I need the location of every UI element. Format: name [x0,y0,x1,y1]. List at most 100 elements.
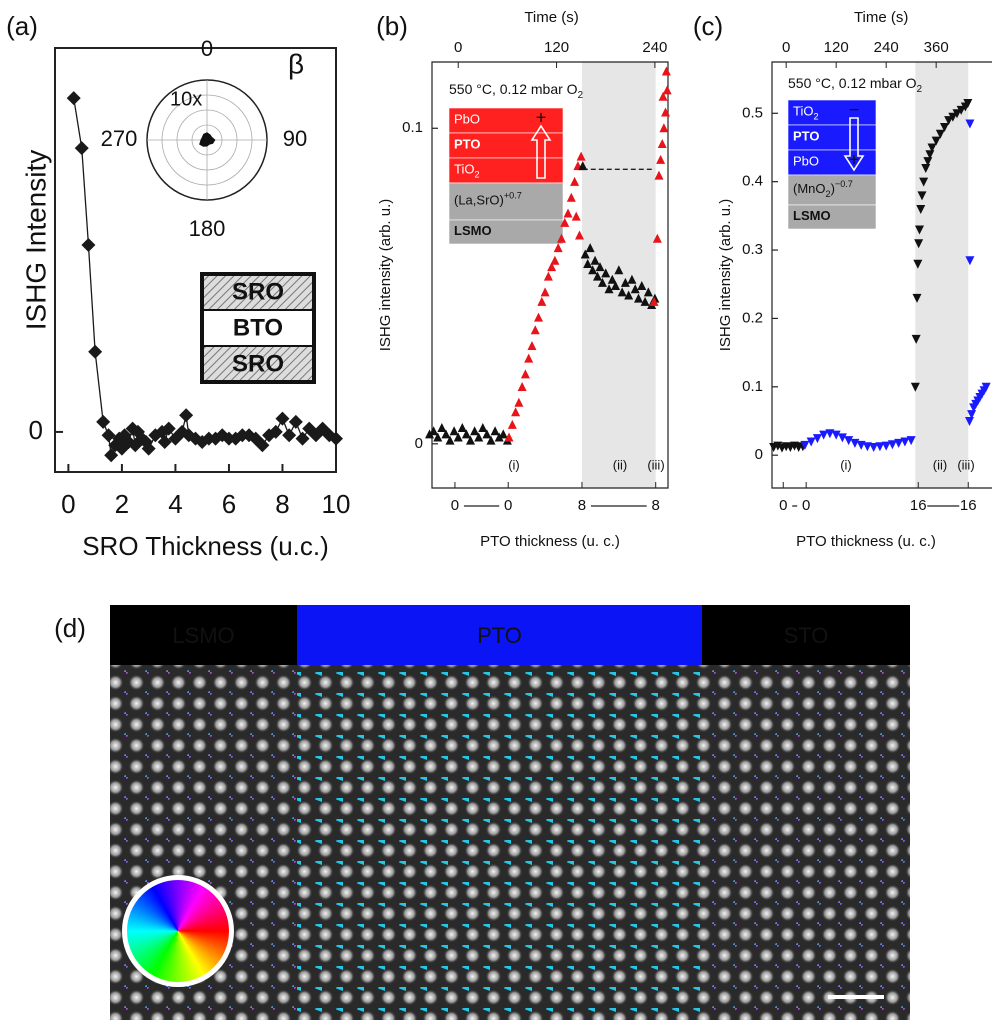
polarization-arrow [530,124,552,179]
data-point [967,410,977,420]
data-point [570,176,580,186]
data-point [547,262,557,272]
y-tick-label: 0.1 [402,119,423,136]
y-tick-label: 0 [29,415,43,445]
bottom-tick-label: 8 [578,497,586,514]
data-point [595,262,605,272]
x-axis-label: Time (s) [854,9,908,26]
x-tick-label: 4 [168,489,182,519]
polarity-sign: − [849,99,860,119]
x-tick-label: 0 [61,489,75,519]
layer-label-text: PbO [793,154,819,169]
data-point [74,141,89,156]
data-point [576,151,586,161]
plot-frame [54,47,337,473]
x-axis-label: SRO Thickness (u.c.) [82,531,329,561]
data-point [657,139,667,149]
layer-box [201,345,315,383]
layer-label: (MnO2)−0.7 [793,179,853,199]
data-point [583,258,593,268]
top-tick-label: 0 [782,39,790,56]
data-point [571,211,581,221]
data-point [157,434,172,449]
stack-border [200,272,316,384]
data-point [534,312,544,322]
region-header [702,605,910,665]
data-point [520,369,530,379]
data-point [661,66,671,76]
data-point [490,426,500,436]
layer-label: PbO [454,112,480,127]
data-point [607,274,617,284]
polarity-sign: + [536,107,547,127]
data-point [457,423,467,433]
data-point [656,154,666,164]
y-tick-label: 0 [755,446,763,463]
x-tick-label: 10 [322,489,351,519]
condition-text-sub: 2 [578,90,583,101]
data-point [981,382,991,392]
data-point [881,441,891,451]
region-label: PTO [477,623,522,648]
layer-label: PTO [793,129,820,144]
layer-box [448,182,564,221]
phase-annotation: (iii) [957,457,974,472]
data-point [931,136,941,146]
data-point [578,161,588,171]
data-point [255,438,270,453]
data-point [915,225,924,235]
x-tick-label: 8 [275,489,289,519]
top-tick-label: 240 [642,39,667,56]
data-point [511,407,521,417]
data-point [179,408,194,423]
region-header [297,605,702,665]
layer-label-post: ) [831,181,835,196]
data-point [461,429,471,439]
y-tick-label: 0.3 [742,241,763,258]
data-point [649,296,659,306]
panel-label: (d) [54,613,86,643]
data-point [906,436,916,446]
data-point [652,233,662,243]
data-point [474,432,484,442]
y-tick-label: 0 [415,435,423,452]
bottom-tick-label: 16 [910,497,927,514]
data-point [643,287,653,297]
bottom-tick-label: 8 [652,497,660,514]
data-point [588,265,598,275]
layer-label-text: PbO [454,112,480,127]
data-point [295,431,310,446]
top-tick-label: 120 [824,39,849,56]
layer-label-sub: 2 [813,112,818,122]
data-point [837,433,847,443]
plot-frame [431,61,669,489]
data-point [844,436,854,446]
polarization-arrow [843,117,865,172]
data-point [965,416,974,426]
layer-box [787,99,877,126]
data-point [597,277,607,287]
data-point [445,435,455,445]
data-point [524,353,534,363]
data-point [556,233,566,243]
data-point [81,237,96,252]
polar-angle-label: 270 [101,126,138,151]
data-point [449,426,459,436]
layer-label-text: LSMO [454,223,492,238]
thickness-axis-label: PTO thickness (u. c.) [796,533,936,550]
layer-label-text: PTO [793,129,820,144]
data-point [282,428,297,443]
phase-annotation: (i) [840,457,852,472]
layer-label: PbO [793,154,819,169]
layer-label-sup: −0.7 [835,179,853,189]
layer-label: LSMO [454,223,492,238]
layer-label-sup: +0.7 [504,191,522,201]
data-point [141,441,156,456]
data-point [627,274,637,284]
data-point [441,429,451,439]
bottom-tick-label: 0 [779,497,787,514]
y-tick-label: 0.1 [742,378,763,395]
layer-box [787,174,877,206]
condition-text-sub: 2 [917,84,922,95]
data-point [498,429,508,439]
